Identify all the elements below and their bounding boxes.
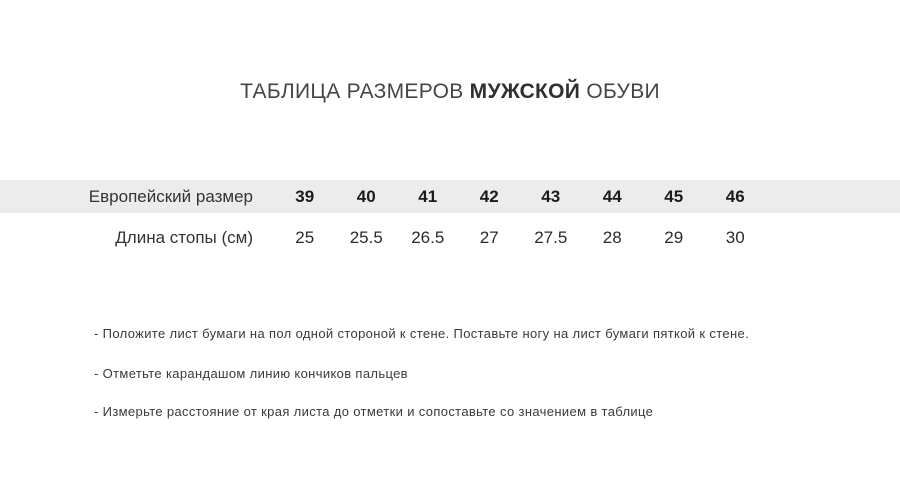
row-label-eu-size: Европейский размер [88, 186, 253, 206]
foot-length-cell: 26.5 [411, 228, 445, 247]
foot-length-cell: 27.5 [534, 228, 568, 247]
foot-length-cell: 25 [295, 228, 315, 247]
eu-size-cell: 44 [602, 186, 622, 206]
table-row-foot-length: Длина стопы (см) 25 25.5 26.5 27 27.5 28… [0, 221, 900, 255]
foot-length-cell: 28 [602, 228, 622, 247]
eu-size-cell: 42 [479, 186, 499, 206]
foot-length-cell: 30 [725, 228, 745, 247]
eu-size-cell: 43 [541, 186, 561, 206]
table-row-eu-sizes: Европейский размер 39 40 41 42 43 44 45 … [0, 180, 900, 213]
eu-size-cell: 40 [356, 186, 376, 206]
row-label-foot-length: Длина стопы (см) [115, 228, 253, 247]
page-title-highlight: МУЖСКОЙ [469, 80, 581, 103]
eu-size-cell: 45 [664, 186, 684, 206]
eu-size-cell: 46 [725, 186, 745, 206]
instruction-item: - Измерьте расстояние от края листа до о… [94, 404, 654, 419]
foot-length-cell: 29 [664, 228, 684, 247]
page-title-prefix: ТАБЛИЦА РАЗМЕРОВ [240, 80, 470, 103]
foot-length-cell: 25.5 [349, 228, 383, 247]
page-title: ТАБЛИЦА РАЗМЕРОВ МУЖСКОЙ ОБУВИ [0, 80, 900, 104]
instruction-item: - Положите лист бумаги на пол одной стор… [94, 326, 750, 341]
foot-length-cell: 27 [479, 228, 499, 247]
eu-size-cell: 41 [418, 186, 438, 206]
eu-size-cell: 39 [295, 186, 315, 206]
instruction-item: - Отметьте карандашом линию кончиков пал… [94, 366, 408, 381]
page-title-suffix: ОБУВИ [580, 80, 660, 103]
